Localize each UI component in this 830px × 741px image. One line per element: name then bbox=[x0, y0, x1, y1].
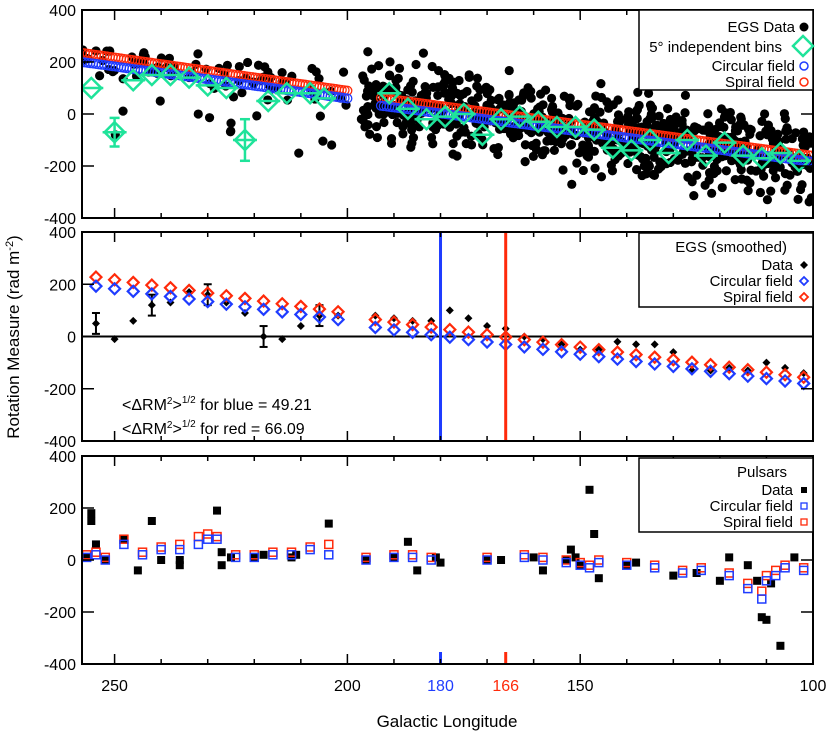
x-tick-label: 250 bbox=[101, 678, 128, 695]
independent-bins bbox=[82, 63, 812, 173]
x-axis-label: Galactic Longitude bbox=[377, 712, 518, 731]
y-tick-label: 200 bbox=[49, 55, 76, 72]
svg-text:Spiral field: Spiral field bbox=[723, 514, 793, 531]
svg-text:EGS (smoothed): EGS (smoothed) bbox=[675, 239, 787, 256]
marker-label-166: 166 bbox=[492, 678, 519, 695]
x-tick-label: 100 bbox=[800, 678, 827, 695]
svg-text:Data: Data bbox=[761, 257, 793, 274]
y-tick-label: 400 bbox=[49, 3, 76, 20]
y-tick-label: 200 bbox=[49, 277, 76, 294]
y-axis-label: Rotation Measure (rad m-2) bbox=[4, 235, 23, 438]
svg-text:Spiral field: Spiral field bbox=[723, 289, 793, 306]
pulsar-points bbox=[82, 485, 809, 650]
y-tick-label: -200 bbox=[44, 159, 76, 176]
x-tick-label: 150 bbox=[567, 678, 594, 695]
y-tick-label: -400 bbox=[44, 211, 76, 228]
svg-text:Pulsars: Pulsars bbox=[737, 464, 787, 481]
svg-text:EGS Data: EGS Data bbox=[727, 19, 795, 36]
svg-text:5° independent bins: 5° independent bins bbox=[649, 39, 782, 56]
marker-label-180: 180 bbox=[427, 678, 454, 695]
y-tick-label: -200 bbox=[44, 382, 76, 399]
panel-top: EGS Data 5° independent bins Circular fiel… bbox=[81, 9, 815, 219]
rms-annotation: <ΔRM2>1/2 for blue = 49.21 bbox=[122, 395, 312, 414]
rms-annotation: <ΔRM2>1/2 for red = 66.09 bbox=[122, 419, 305, 438]
y-tick-label: 400 bbox=[49, 449, 76, 466]
svg-text:Circular field: Circular field bbox=[710, 273, 793, 290]
svg-text:Circular field: Circular field bbox=[712, 58, 795, 75]
y-tick-label: -200 bbox=[44, 605, 76, 622]
y-tick-label: -400 bbox=[44, 657, 76, 674]
y-tick-label: 0 bbox=[67, 330, 76, 347]
svg-text:Spiral field: Spiral field bbox=[725, 74, 795, 91]
legend-top: EGS Data 5° independent bins Circular fiel… bbox=[638, 9, 815, 91]
svg-text:Data: Data bbox=[761, 482, 793, 499]
y-tick-label: 400 bbox=[49, 225, 76, 242]
y-tick-label: 200 bbox=[49, 501, 76, 518]
y-tick-label: 0 bbox=[67, 553, 76, 570]
x-tick-label: 200 bbox=[334, 678, 361, 695]
y-tick-label: 0 bbox=[67, 107, 76, 124]
y-tick-label: -400 bbox=[44, 434, 76, 451]
svg-text:Circular field: Circular field bbox=[710, 498, 793, 515]
